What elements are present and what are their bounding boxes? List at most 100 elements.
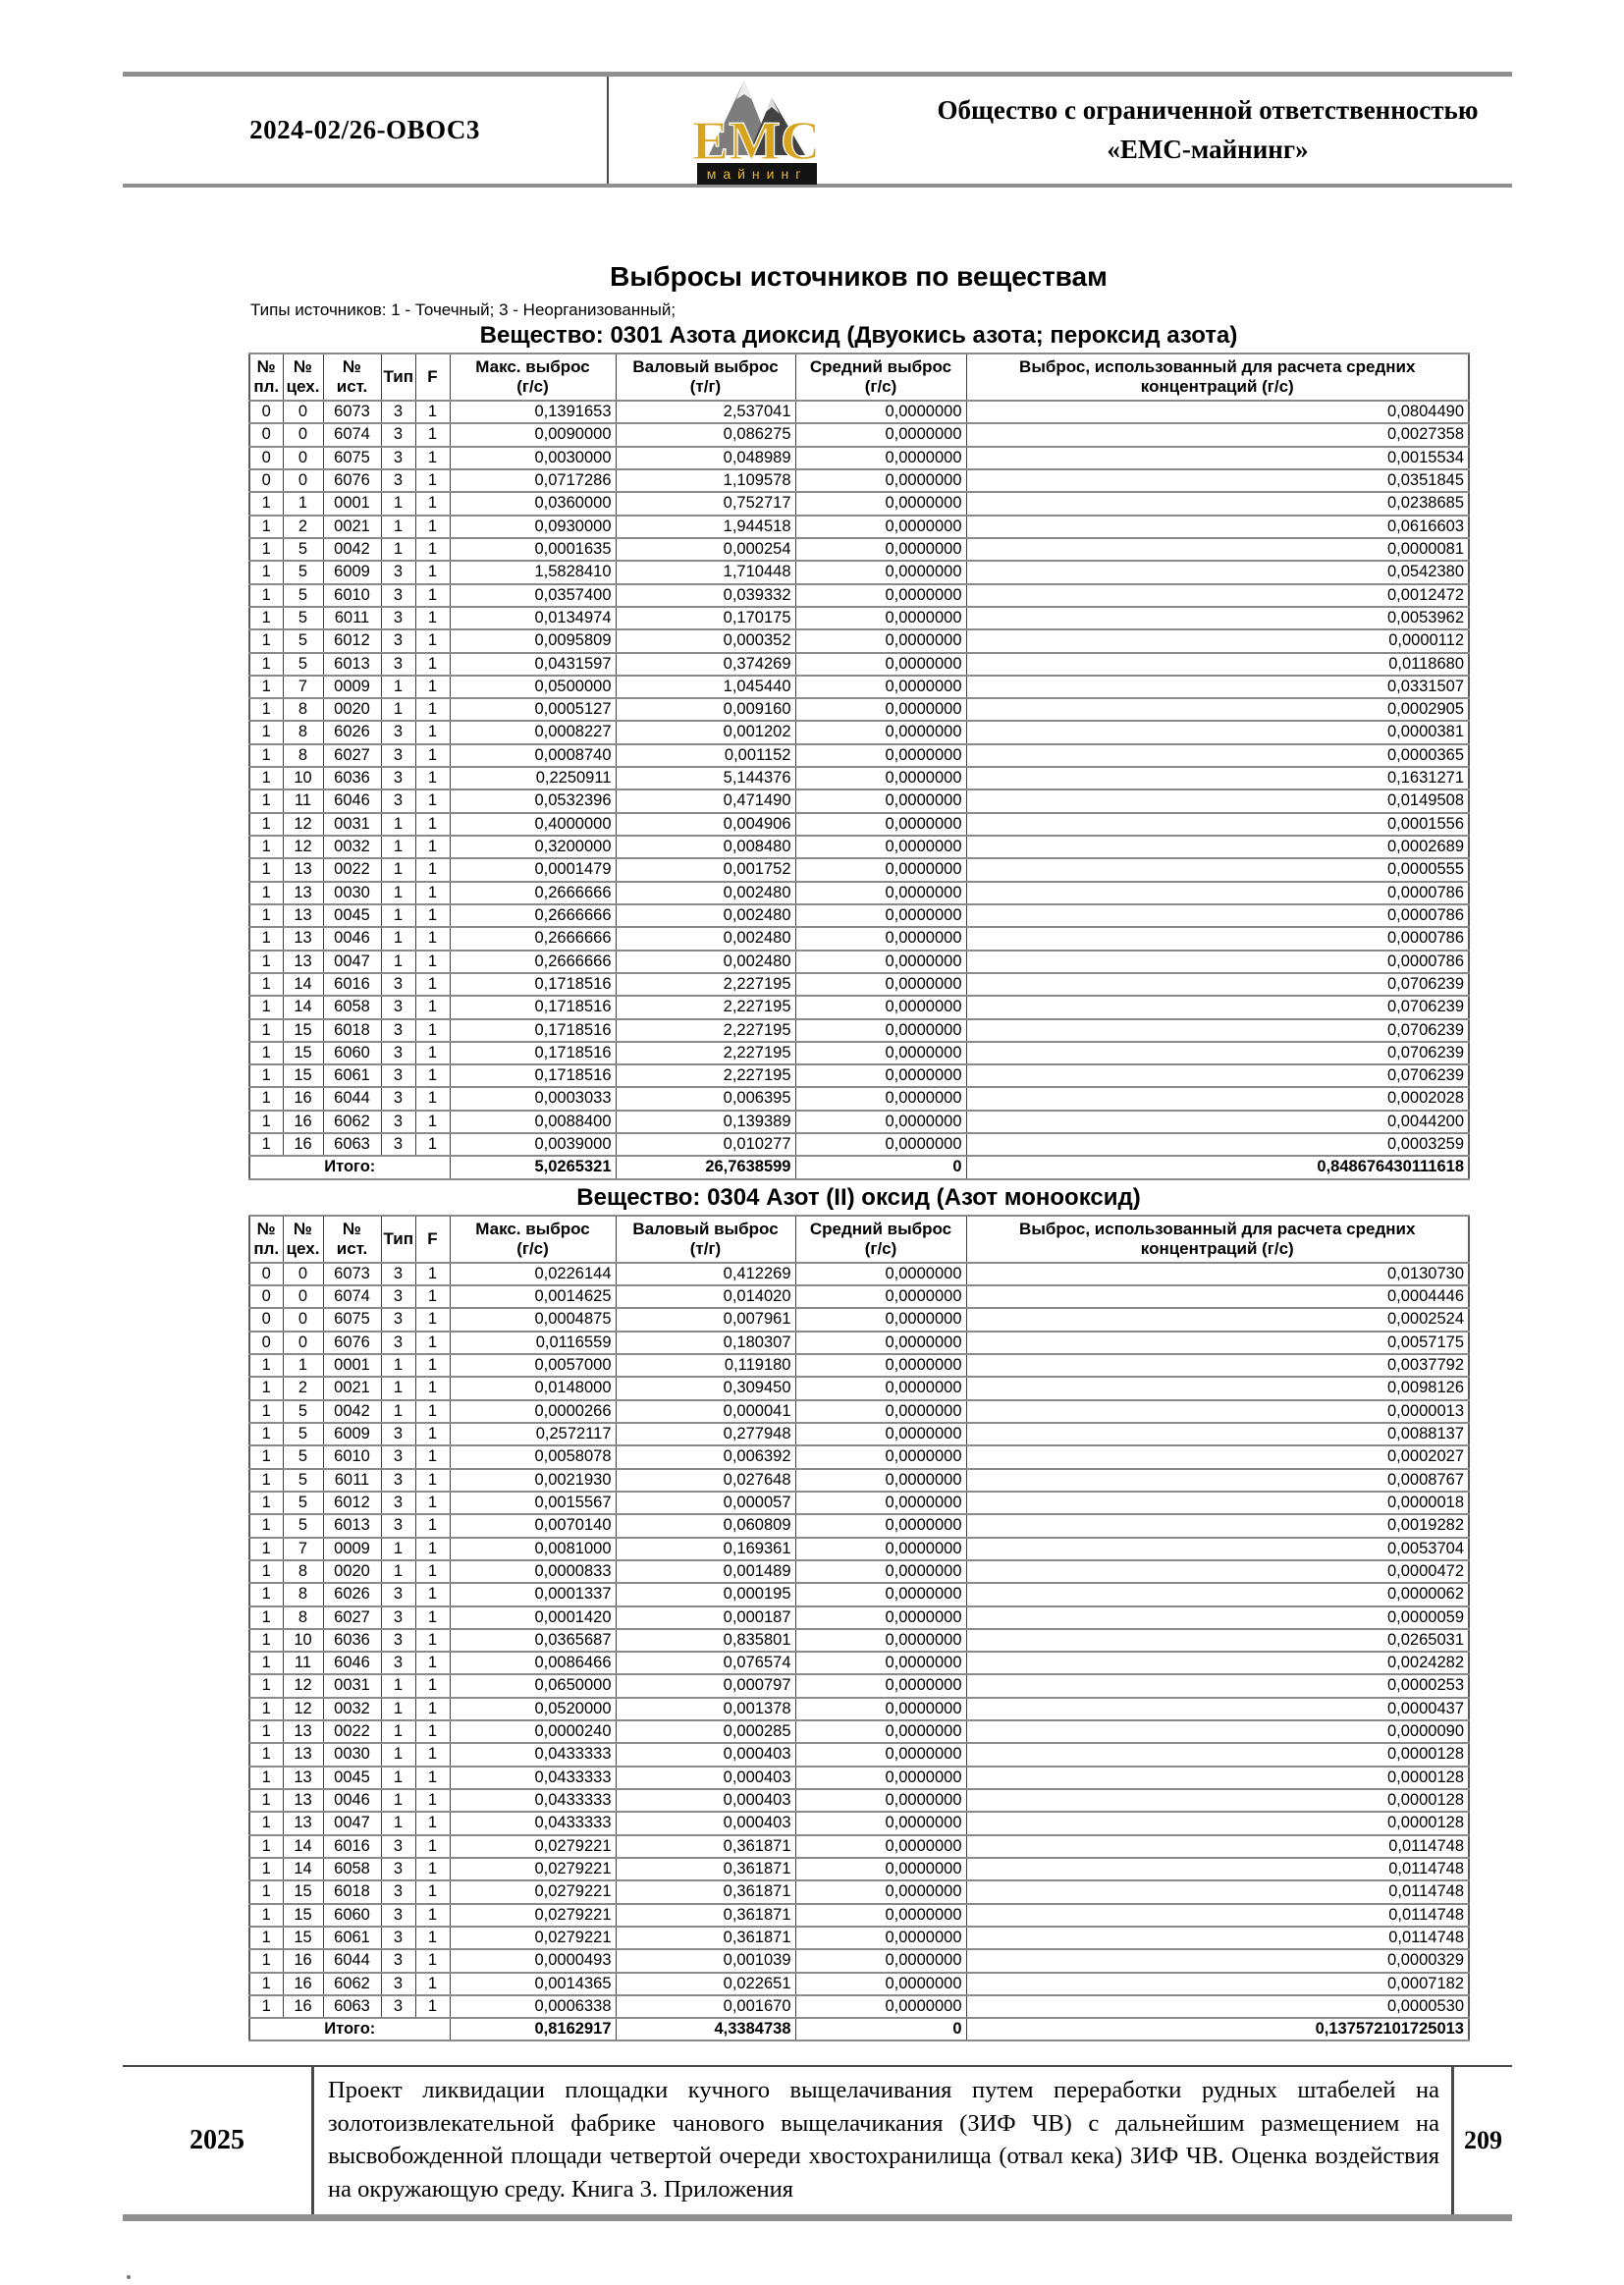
- table-cell: 3: [380, 1948, 416, 1974]
- table-cell: 6044: [322, 1948, 382, 1974]
- table-cell: 0,0706239: [965, 1017, 1470, 1043]
- table-cell: 0,0365687: [449, 1627, 617, 1654]
- table-cell: 0,0000062: [965, 1582, 1470, 1607]
- table-cell: 0,000403: [615, 1811, 796, 1836]
- table-cell: 0,0000000: [794, 1971, 967, 1996]
- table-cell: 0,086275: [615, 422, 796, 448]
- table-cell: 0032: [322, 835, 382, 860]
- table-cell: 0,0000000: [794, 1993, 967, 2020]
- table-cell: 3: [380, 400, 416, 425]
- table-cell: 1: [414, 1398, 451, 1425]
- table-cell: 3: [380, 1582, 416, 1607]
- table-cell: 3: [380, 1627, 416, 1654]
- table-cell: 0,4000000: [449, 811, 617, 838]
- emc-mining-logo-icon: ЕМС майнинг: [691, 80, 821, 185]
- table-cell: 1,045440: [615, 674, 796, 700]
- table-cell: 1: [414, 1307, 451, 1333]
- table-cell: 0,0930000: [449, 514, 617, 539]
- table-row: 1 13 0046 1 1 0,0433333 0,000403 0,0000000 0,000…: [248, 1787, 1470, 1814]
- table-cell: 6036: [322, 1627, 382, 1654]
- table-cell: 0,0000472: [965, 1558, 1470, 1585]
- table-cell: 0,0008740: [449, 742, 617, 769]
- table-cell: 0,0279221: [449, 1902, 617, 1928]
- table-cell: 0: [282, 1284, 324, 1310]
- table-cell: 0: [248, 1307, 284, 1333]
- table-cell: 1: [248, 1742, 284, 1768]
- table-cell: 0,1391653: [449, 400, 617, 425]
- table-cell: 1: [248, 1040, 284, 1066]
- table-cell: 0,0149508: [965, 789, 1470, 814]
- table-cell: 2: [282, 514, 324, 539]
- table-row: 1 13 0030 1 1 0,2666666 0,002480 0,0000000 0,000…: [248, 880, 1470, 905]
- table-cell: 1: [414, 1582, 451, 1607]
- table-row: 1 16 6044 3 1 0,0000493 0,001039 0,0000000 0,000…: [248, 1948, 1470, 1974]
- table-cell: 1: [248, 651, 284, 677]
- table-cell: 1: [414, 628, 451, 654]
- table-cell: 5: [282, 1490, 324, 1516]
- table-cell: 1: [414, 1605, 451, 1630]
- table-cell: 0,0003033: [449, 1086, 617, 1112]
- table-cell: 0,0000000: [794, 949, 967, 974]
- table-cell: 1: [414, 1330, 451, 1356]
- svg-text:майнинг: майнинг: [707, 166, 808, 182]
- table-cell: 0,0057000: [449, 1353, 617, 1379]
- table-cell: 1: [248, 926, 284, 952]
- table-cell: 6010: [322, 582, 382, 608]
- table-cell: 1: [414, 1063, 451, 1089]
- table-cell: 2,227195: [615, 971, 796, 998]
- table-cell: 0,119180: [615, 1353, 796, 1379]
- table-cell: 12: [282, 835, 324, 860]
- report-body: Выбросы источников по веществам Типы ист…: [248, 261, 1470, 2042]
- table-cell: 3: [380, 1109, 416, 1135]
- table-cell: 15: [282, 1902, 324, 1928]
- table-cell: 0: [248, 468, 284, 494]
- table-cell: 3: [380, 1017, 416, 1043]
- table-cell: 0046: [322, 926, 382, 952]
- table-cell: 5: [282, 1444, 324, 1470]
- table-cell: 14: [282, 1833, 324, 1859]
- table-cell: 0,0001420: [449, 1605, 617, 1630]
- table-cell: 6027: [322, 742, 382, 769]
- footer-project-description: Проект ликвидации площадки кучного выщел…: [328, 2077, 1439, 2203]
- table-cell: 6036: [322, 766, 382, 791]
- table-cell: 10: [282, 1627, 324, 1654]
- table-cell: 0042: [322, 536, 382, 563]
- table-cell: 0,0000000: [794, 468, 967, 494]
- column-header: Средний выброс (г/с): [794, 352, 967, 403]
- table-row: 1 5 6013 3 1 0,0070140 0,060809 0,0000000 0,0019…: [248, 1513, 1470, 1539]
- table-row: 1 13 0045 1 1 0,0433333 0,000403 0,0000000 0,000…: [248, 1765, 1470, 1791]
- table-cell: 0,0005127: [449, 697, 617, 723]
- table-cell: 0,001752: [615, 857, 796, 883]
- table-cell: 0,0520000: [449, 1696, 617, 1722]
- table-cell: 1: [380, 697, 416, 723]
- table-row: 1 13 0022 1 1 0,0000240 0,000285 0,0000000 0,000…: [248, 1719, 1470, 1745]
- table-cell: 0,0000000: [794, 628, 967, 654]
- table-cell: 1: [380, 1673, 416, 1699]
- table-cell: 1: [248, 857, 284, 883]
- table-cell: 1: [248, 674, 284, 700]
- table-cell: 3: [380, 1833, 416, 1859]
- company-logo: ЕМС майнинг: [609, 77, 903, 185]
- table-cell: 0,0000128: [965, 1742, 1470, 1768]
- table-row: 0 0 6073 3 1 0,1391653 2,537041 0,0000000 0,0804…: [248, 400, 1470, 425]
- table-cell: 0,0019282: [965, 1513, 1470, 1539]
- table-cell: 0,0004446: [965, 1284, 1470, 1310]
- table-cell: 0,000797: [615, 1673, 796, 1699]
- table-cell: 0,0000000: [794, 514, 967, 539]
- table-cell: 3: [380, 1490, 416, 1516]
- table-cell: 1: [414, 720, 451, 745]
- table-row: 1 14 6016 3 1 0,0279221 0,361871 0,0000000 0,011…: [248, 1833, 1470, 1859]
- table-cell: 1: [380, 1719, 416, 1745]
- table-cell: 0,0000329: [965, 1948, 1470, 1974]
- substance-title-0301: Вещество: 0301 Азота диоксид (Двуокись а…: [479, 322, 1238, 349]
- table-cell: 0,0000000: [794, 1696, 967, 1722]
- table-cell: 0,0000000: [794, 674, 967, 700]
- totals-value: 26,7638599: [615, 1155, 796, 1180]
- table-cell: 8: [282, 697, 324, 723]
- table-cell: 1: [248, 1063, 284, 1089]
- table-row: 1 15 6061 3 1 0,0279221 0,361871 0,0000000 0,011…: [248, 1925, 1470, 1951]
- table-cell: 0,0000000: [794, 445, 967, 471]
- table-cell: 0,0116559: [449, 1330, 617, 1356]
- table-cell: 1: [248, 1132, 284, 1158]
- table-cell: 1: [248, 1811, 284, 1836]
